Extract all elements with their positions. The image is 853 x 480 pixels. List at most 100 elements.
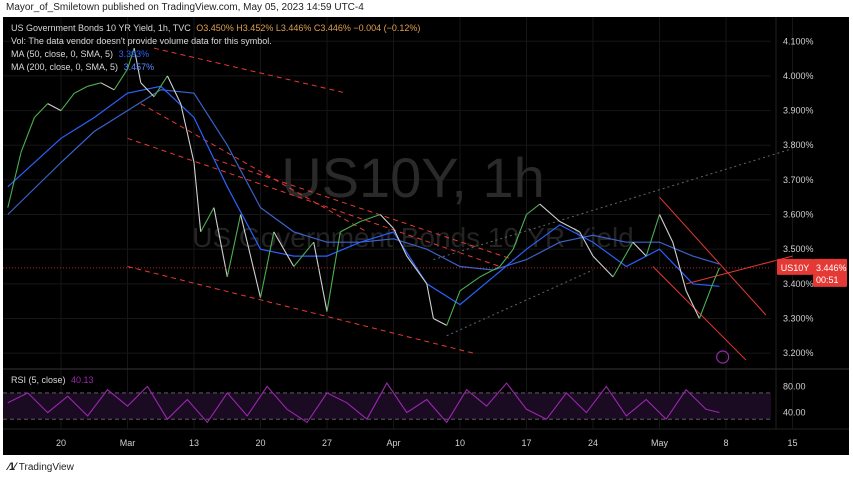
price-segment-42 <box>592 255 614 278</box>
y-tick-label-4: 3.700% <box>783 175 814 185</box>
price-segment-25 <box>326 231 341 312</box>
price-segment-12 <box>140 82 155 98</box>
watermark-title: US10Y, 1h <box>281 146 545 209</box>
price-segment-33 <box>446 290 461 326</box>
price-segment-26 <box>340 221 361 233</box>
price-segment-41 <box>579 231 594 257</box>
price-segment-19 <box>226 214 242 278</box>
rsi-line <box>7 382 720 424</box>
price-tag-bg <box>813 258 847 287</box>
price-segment-24 <box>313 242 328 312</box>
channel-line-2 <box>127 137 501 267</box>
price-segment-17 <box>200 207 215 233</box>
channel-line-5 <box>659 196 767 316</box>
price-segment-28 <box>379 214 394 229</box>
legend-rsi-label: RSI (5, close) <box>11 375 66 385</box>
price-segment-46 <box>659 214 674 243</box>
legend-ma50-label: MA (50, close, 0, SMA, 5) <box>11 49 114 59</box>
legend-symbol[interactable]: US Government Bonds 10 YR Yield, 1h, TVC… <box>11 23 420 33</box>
price-tag-countdown: 00:51 <box>816 275 839 285</box>
x-tick-label-4: 27 <box>322 438 332 448</box>
x-tick-label-6: 10 <box>455 438 465 448</box>
rsi-pane <box>3 382 771 424</box>
price-segment-1 <box>7 151 22 208</box>
price-segment-49 <box>698 283 714 319</box>
y-tick-label-1: 4.000% <box>783 71 814 81</box>
x-tick-label-9: May <box>651 438 669 448</box>
channel-line-7 <box>446 269 594 337</box>
price-segment-20 <box>240 214 262 298</box>
price-series <box>3 48 771 364</box>
y-tick-label-9: 3.200% <box>783 348 814 358</box>
price-segment-8 <box>100 82 115 91</box>
chart-svg[interactable]: US10Y, 1h US Government Bonds 10 YR Yiel… <box>3 17 849 455</box>
price-segment-47 <box>672 242 687 291</box>
grid <box>3 17 849 429</box>
rsi-band <box>3 392 771 420</box>
price-tag-value: 3.446% <box>816 263 847 273</box>
ma200-line <box>7 89 720 271</box>
price-segment-6 <box>74 85 88 94</box>
y-tick-label-3: 3.800% <box>783 140 814 150</box>
price-segment-14 <box>166 75 182 104</box>
x-tick-label-11: 15 <box>787 438 797 448</box>
price-segment-39 <box>539 203 561 222</box>
legend-ma200[interactable]: MA (200, close, 0, SMA, 5) 3.457% <box>11 62 154 72</box>
price-segment-15 <box>180 103 195 163</box>
legend-ma200-label: MA (200, close, 0, SMA, 5) <box>11 62 119 72</box>
price-segment-31 <box>426 283 434 319</box>
trend-channels <box>127 47 793 361</box>
channel-line-9 <box>685 255 793 285</box>
price-segment-50 <box>712 267 720 285</box>
x-tick-label-2: 13 <box>189 438 199 448</box>
legend-ma50-value: 3.393% <box>118 49 150 59</box>
y-tick-label-0: 4.100% <box>783 36 814 46</box>
channel-line-1 <box>140 103 368 233</box>
channel-line-3 <box>127 266 474 354</box>
legend-rsi[interactable]: RSI (5, close) 40.13 <box>11 375 94 385</box>
price-segment-21 <box>259 231 275 298</box>
price-segment-16 <box>193 162 202 232</box>
y-tick-label-7: 3.400% <box>783 279 814 289</box>
price-segment-9 <box>113 68 128 91</box>
price-segment-22 <box>273 231 295 267</box>
price-segment-29 <box>393 228 408 257</box>
footer-brand: TradingView <box>18 461 74 473</box>
alert-bolt-icon[interactable] <box>716 350 730 364</box>
legend-ma200-value: 3.457% <box>123 62 155 72</box>
legend-ma50[interactable]: MA (50, close, 0, SMA, 5) 3.393% <box>11 49 149 59</box>
rsi-tick-label-1: 40.00 <box>783 408 806 418</box>
price-segment-2 <box>20 117 35 153</box>
x-tick-label-8: 24 <box>588 438 598 448</box>
price-segment-13 <box>153 75 168 97</box>
price-segment-48 <box>685 290 700 319</box>
publisher-line: Mayor_of_Smiletown published on TradingV… <box>6 2 364 13</box>
price-segment-18 <box>213 207 228 278</box>
channel-line-0 <box>153 47 348 94</box>
price-segment-32 <box>433 318 447 326</box>
price-segment-38 <box>526 203 541 215</box>
price-segment-40 <box>559 221 580 233</box>
y-tick-label-5: 3.600% <box>783 210 814 220</box>
chart-area[interactable]: US10Y, 1h US Government Bonds 10 YR Yiel… <box>3 17 849 455</box>
x-tick-label-5: Apr <box>386 438 400 448</box>
time-axis[interactable]: 20 Mar 13 20 27 Apr 10 17 24 May 8 15 <box>3 428 849 448</box>
y-tick-label-2: 3.900% <box>783 106 814 116</box>
price-segment-10 <box>126 48 135 70</box>
tradingview-logo-icon: ⁄1⁄ <box>8 461 16 473</box>
x-tick-label-3: 20 <box>255 438 265 448</box>
price-axis[interactable]: 4.100% 4.000% 3.900% 3.800% 3.700% 3.600% 3.50… <box>775 17 814 429</box>
price-segment-43 <box>612 241 634 278</box>
price-segment-45 <box>645 214 661 257</box>
price-segment-5 <box>60 92 75 111</box>
price-tag: US10Y 3.446% 00:51 <box>777 258 847 287</box>
price-segment-27 <box>360 213 381 223</box>
price-segment-4 <box>47 103 62 112</box>
legend-vol-note: Vol: The data vendor doesn't provide vol… <box>11 36 272 46</box>
price-segment-7 <box>87 82 102 87</box>
y-tick-label-8: 3.300% <box>783 313 814 323</box>
channel-line-4 <box>213 158 514 261</box>
symbol-tag-label: US10Y <box>781 263 810 273</box>
price-segment-37 <box>512 214 528 250</box>
footer[interactable]: ⁄1⁄ TradingView <box>8 461 74 473</box>
